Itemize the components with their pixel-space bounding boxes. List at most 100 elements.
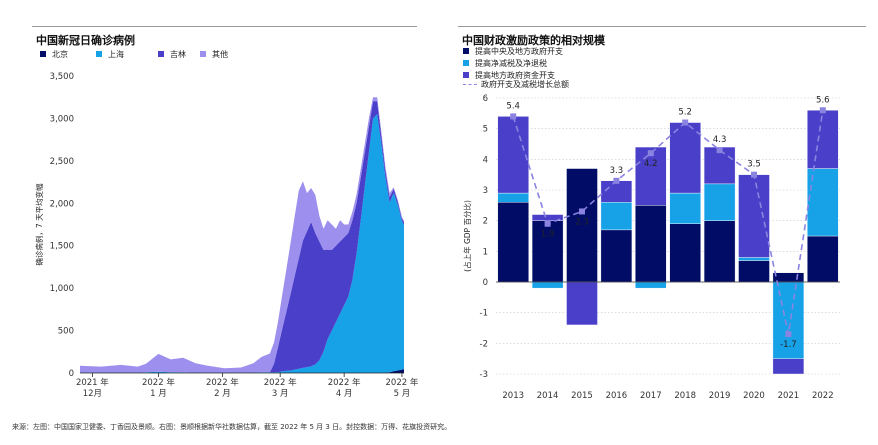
y-tick-label: 4: [483, 155, 488, 165]
x-tick-label-month: 1 月: [150, 389, 167, 399]
total-data-label: -1.7: [780, 340, 797, 350]
bar-central: [635, 205, 667, 283]
left-legend-other: 其他: [200, 49, 228, 60]
y-axis-label: 确诊病例，7 天平均变幅: [34, 183, 44, 266]
total-data-label: 2.3: [575, 217, 589, 227]
x-tick-label: 2015: [571, 391, 593, 401]
right-legend-local: 提高地方政府资金开支: [463, 70, 555, 81]
y-tick-label: 3,500: [50, 72, 74, 82]
legend-swatch: [463, 72, 469, 78]
y-tick-label: 1,000: [50, 284, 74, 294]
bar-central: [497, 202, 529, 283]
y-tick-label: 0: [69, 369, 74, 379]
x-tick-label-month: 5 月: [394, 389, 411, 399]
legend-swatch: [40, 51, 46, 57]
bar-local: [772, 358, 805, 375]
x-tick-label-year: 2022 年: [206, 377, 239, 388]
left-top-rule: [32, 26, 417, 27]
bar-tax: [600, 202, 633, 231]
x-tick-label: 2017: [640, 391, 662, 401]
total-point: [682, 119, 689, 126]
x-tick-label-year: 2022 年: [264, 377, 297, 388]
footnote: 来源：左图：中国国家卫健委、丁香园及景顺。右图：景顺根据新华社数据估算，截至 2…: [12, 423, 452, 431]
x-tick-label-year: 2021 年: [76, 377, 109, 388]
y-axis-label: (占上年 GDP 百分比): [462, 200, 472, 272]
total-point: [751, 171, 757, 178]
y-tick-label: 1,500: [50, 242, 74, 252]
x-tick-label-month: 4 月: [336, 389, 353, 399]
area-other: [80, 97, 404, 373]
y-tick-label: 500: [58, 327, 74, 337]
x-tick-label: 2019: [709, 391, 731, 401]
bar-tax: [669, 192, 701, 224]
total-data-label: 5.2: [678, 108, 692, 118]
y-tick-label: 3: [483, 186, 488, 196]
legend-swatch: [463, 48, 469, 54]
x-tick-label: 2020: [743, 391, 765, 401]
total-data-label: 4.3: [713, 135, 727, 145]
bar-central: [703, 220, 736, 283]
total-point: [647, 150, 654, 157]
legend-label: 提高地方政府资金开支: [475, 71, 555, 80]
left-chart-title: 中国新冠日确诊病例: [36, 34, 135, 47]
bar-central: [807, 235, 839, 283]
bar-tax: [497, 192, 529, 203]
total-line: [512, 110, 824, 335]
y-tick-label: 2,500: [50, 157, 74, 167]
bar-local: [807, 110, 839, 169]
left-legend-jilin: 吉林: [158, 49, 186, 60]
y-tick-label: -2: [480, 339, 488, 349]
bar-central: [738, 260, 770, 283]
total-data-label: 1.9: [541, 230, 555, 240]
x-tick-label: 2013: [502, 391, 524, 401]
legend-label: 上海: [108, 50, 124, 59]
y-tick-label: 5: [483, 125, 488, 135]
total-point: [785, 331, 792, 338]
bar-central: [600, 229, 633, 283]
x-tick-label: 2022: [812, 391, 834, 401]
legend-swatch: [200, 51, 206, 57]
bar-tax: [738, 257, 770, 261]
total-data-label: 3.5: [747, 160, 761, 170]
bar-local: [703, 146, 736, 185]
area-shanghai: [80, 114, 404, 373]
bar-tax: [635, 281, 667, 289]
bar-local: [566, 281, 598, 326]
area-jilin: [80, 101, 404, 373]
x-tick-label: 2018: [674, 391, 696, 401]
bar-local: [531, 214, 564, 221]
total-data-label: 4.2: [644, 159, 658, 169]
bar-local: [497, 116, 529, 194]
bar-local: [738, 174, 770, 258]
bar-local: [669, 122, 701, 194]
x-tick-label-year: 2022 年: [328, 377, 361, 388]
legend-label: 吉林: [170, 50, 186, 59]
right-legend-total: 政府开支及减税增长总额: [463, 79, 569, 90]
legend-label: 其他: [212, 50, 228, 59]
total-data-label: 3.3: [610, 166, 624, 176]
total-point: [613, 177, 620, 184]
legend-label: 提高中央及地方政府开支: [475, 47, 563, 56]
bar-central: [669, 223, 701, 283]
total-point: [819, 107, 826, 114]
bar-local: [635, 146, 667, 206]
x-tick-label: 2016: [606, 391, 628, 401]
total-point: [579, 208, 585, 215]
dashed-line-icon: [463, 84, 477, 85]
right-legend-tax: 提高净减税及净退税: [463, 58, 547, 69]
total-data-label: 5.6: [816, 95, 830, 105]
y-tick-label: 0: [483, 278, 488, 288]
right-top-rule: [458, 26, 866, 27]
right-legend-central: 提高中央及地方政府开支: [463, 46, 563, 57]
bar-tax: [703, 183, 736, 221]
bar-tax: [531, 281, 564, 289]
right-chart-title: 中国财政激励政策的相对规模: [462, 34, 605, 47]
y-tick-label: -1: [480, 309, 488, 319]
legend-label: 提高净减税及净退税: [475, 59, 547, 68]
x-tick-label-month: 12月: [83, 389, 102, 399]
y-tick-label: 2,000: [50, 199, 74, 209]
x-tick-label-year: 2022 年: [142, 377, 175, 388]
total-data-label: 5.4: [506, 101, 520, 111]
y-tick-label: -3: [480, 370, 488, 380]
bar-central: [531, 220, 564, 283]
